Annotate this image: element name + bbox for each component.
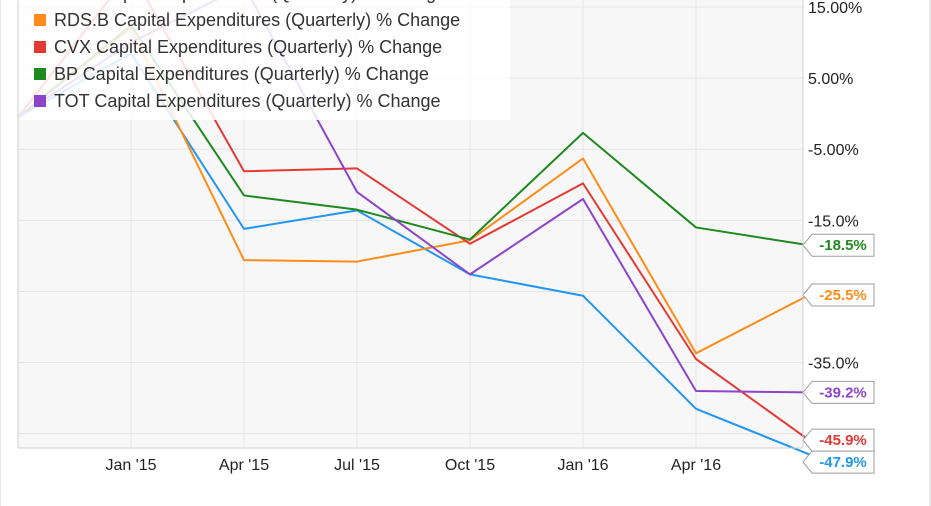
y-tick-label: 15.00% xyxy=(808,0,862,17)
legend-box xyxy=(18,0,510,120)
x-tick-label: Apr '16 xyxy=(671,457,721,474)
legend-swatch xyxy=(34,14,46,26)
legend-swatch xyxy=(34,41,46,53)
y-tick-label: 5.00% xyxy=(808,71,853,88)
end-label-0: -47.9% xyxy=(802,450,875,474)
end-label-4: -39.2% xyxy=(802,380,875,404)
x-tick-label: Jan '15 xyxy=(105,457,156,474)
end-label-text: -25.5% xyxy=(819,287,867,304)
legend-entry: RDS.B Capital Expenditures (Quarterly) %… xyxy=(54,10,460,30)
legend-entry: BP Capital Expenditures (Quarterly) % Ch… xyxy=(54,64,429,84)
x-tick-label: Oct '15 xyxy=(445,457,495,474)
y-tick-label: -35.0% xyxy=(808,356,859,373)
legend-swatch xyxy=(34,68,46,80)
end-label-text: -45.9% xyxy=(819,432,867,449)
legend-swatch xyxy=(34,95,46,107)
end-label-text: -39.2% xyxy=(819,384,867,401)
end-label-text: -47.9% xyxy=(819,454,867,471)
legend-entry: CVX Capital Expenditures (Quarterly) % C… xyxy=(54,37,442,57)
end-label-2: -45.9% xyxy=(802,428,875,452)
y-tick-label: -15.0% xyxy=(808,213,859,230)
end-label-text: -18.5% xyxy=(819,237,867,254)
y-tick-label: -5.00% xyxy=(808,142,859,159)
x-tick-label: Jul '15 xyxy=(334,457,380,474)
end-label-3: -18.5% xyxy=(802,233,875,257)
legend-entry: TOT Capital Expenditures (Quarterly) % C… xyxy=(54,91,441,111)
legend-entry: XOM Capital Expenditures (Quarterly) % C… xyxy=(54,0,446,3)
x-tick-label: Jan '16 xyxy=(557,457,608,474)
end-label-1: -25.5% xyxy=(802,283,875,307)
x-tick-label: Apr '15 xyxy=(219,457,269,474)
